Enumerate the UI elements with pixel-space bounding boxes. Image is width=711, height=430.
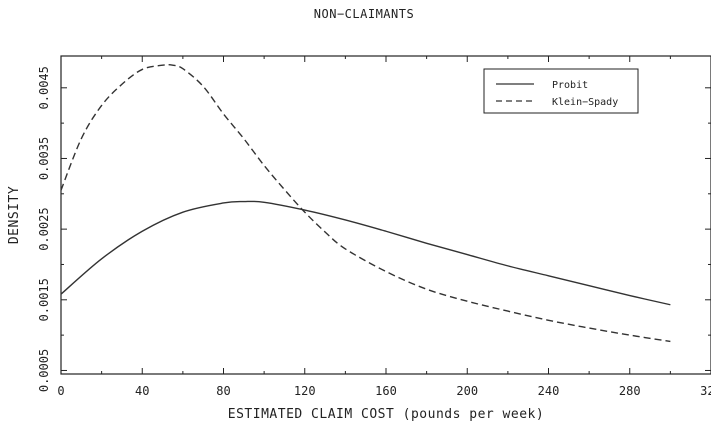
x-tick-label: 40 bbox=[135, 384, 149, 398]
y-tick-label: 0.0035 bbox=[37, 137, 51, 180]
x-tick-label: 320 bbox=[700, 384, 711, 398]
ticks-layer: 0 40 80 120 160 200 240 280 320 0.0005 0.0015 0.002… bbox=[37, 56, 711, 398]
legend: Probit Klein−Spady bbox=[483, 68, 639, 114]
y-tick-label: 0.0015 bbox=[37, 278, 51, 321]
x-tick-label: 200 bbox=[456, 384, 478, 398]
series-layer bbox=[60, 64, 671, 343]
legend-label-klein-spady: Klein−Spady bbox=[552, 97, 618, 108]
x-tick-label: 280 bbox=[619, 384, 641, 398]
x-tick-label: 120 bbox=[294, 384, 316, 398]
x-axis-label: ESTIMATED CLAIM COST (pounds per week) bbox=[228, 407, 544, 422]
legend-label-probit: Probit bbox=[552, 80, 588, 91]
y-tick-label: 0.0045 bbox=[37, 66, 51, 109]
y-axis-label: DENSITY bbox=[7, 186, 22, 244]
chart-title: NON−CLAIMANTS bbox=[314, 7, 414, 21]
series-line-klein-spady bbox=[60, 64, 671, 343]
series-line-probit bbox=[60, 200, 671, 306]
x-tick-label: 80 bbox=[216, 384, 230, 398]
x-tick-label: 0 bbox=[57, 384, 64, 398]
y-tick-label: 0.0025 bbox=[37, 207, 51, 250]
y-tick-label: 0.0005 bbox=[37, 349, 51, 392]
x-tick-label: 160 bbox=[375, 384, 397, 398]
x-tick-label: 240 bbox=[538, 384, 560, 398]
legend-box bbox=[483, 68, 639, 114]
